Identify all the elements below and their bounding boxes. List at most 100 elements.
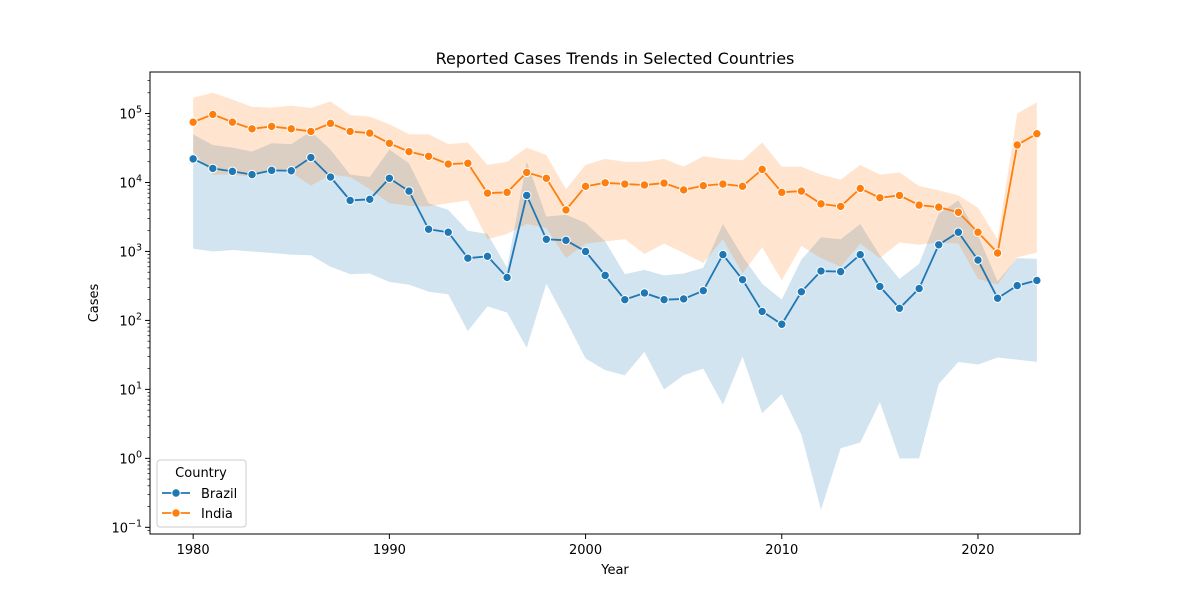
data-point-brazil	[1032, 275, 1042, 286]
data-point-india	[934, 202, 944, 212]
data-point-india	[718, 179, 728, 189]
series-line-brazil	[192, 156, 1038, 326]
data-point-brazil	[659, 294, 669, 305]
data-point-india	[698, 180, 708, 191]
data-point-brazil	[953, 227, 964, 237]
data-point-india	[914, 200, 924, 210]
data-point-india	[639, 180, 650, 190]
data-point-india	[365, 128, 375, 138]
y-axis-ticks: 10−1 100 101 102 103 104 105	[111, 80, 150, 536]
legend-marker-india	[171, 508, 181, 518]
data-point-india	[777, 187, 787, 198]
data-point-india	[659, 178, 669, 188]
data-point-india	[325, 118, 336, 129]
data-point-brazil	[404, 186, 414, 196]
data-point-india	[404, 146, 414, 157]
data-point-brazil	[973, 255, 983, 265]
data-point-brazil	[482, 251, 493, 262]
data-point-india	[835, 201, 846, 212]
data-point-india	[992, 248, 1003, 258]
legend-label-brazil: Brazil	[201, 487, 237, 502]
data-point-india	[188, 117, 198, 127]
data-point-india	[1032, 128, 1042, 139]
data-point-brazil	[914, 283, 924, 294]
data-point-brazil	[777, 319, 787, 329]
y-tick-label: 10−1	[111, 518, 142, 536]
data-point-brazil	[227, 166, 238, 177]
data-point-brazil	[757, 306, 767, 317]
data-point-india	[502, 187, 512, 198]
y-tick-label: 105	[119, 105, 142, 123]
series-markers	[188, 109, 1042, 329]
data-point-india	[384, 138, 395, 149]
data-point-india	[953, 207, 964, 217]
data-point-brazil	[325, 172, 336, 182]
data-point-india	[678, 185, 689, 195]
x-tick-label: 2020	[961, 543, 994, 558]
legend: Country Brazil India	[156, 459, 247, 528]
data-point-india	[737, 181, 748, 192]
y-axis-label: Cases	[87, 283, 102, 322]
legend-marker-brazil	[171, 488, 181, 498]
confidence-bands	[193, 92, 1037, 510]
x-axis-label: Year	[600, 563, 629, 578]
data-point-india	[875, 193, 885, 203]
data-point-india	[227, 117, 238, 127]
data-point-brazil	[286, 166, 296, 176]
data-point-brazil	[423, 224, 434, 234]
data-point-brazil	[600, 270, 610, 281]
data-point-brazil	[384, 173, 395, 184]
data-point-brazil	[345, 195, 355, 206]
data-point-india	[286, 124, 296, 134]
data-point-india	[522, 167, 532, 178]
data-point-brazil	[580, 246, 591, 257]
data-point-brazil	[639, 288, 650, 298]
data-point-brazil	[835, 266, 846, 277]
data-point-brazil	[796, 287, 807, 297]
y-tick-label: 102	[119, 311, 142, 329]
data-point-brazil	[541, 234, 552, 245]
data-point-india	[463, 158, 473, 168]
data-point-brazil	[1012, 280, 1022, 291]
data-point-brazil	[561, 235, 571, 246]
data-point-india	[894, 190, 905, 201]
data-point-india	[561, 205, 571, 215]
data-point-india	[816, 199, 826, 209]
y-tick-label: 104	[119, 173, 142, 191]
data-point-brazil	[188, 154, 198, 164]
legend-label-india: India	[201, 507, 233, 522]
data-point-brazil	[502, 272, 512, 283]
data-point-india	[855, 183, 865, 194]
data-point-india	[423, 151, 434, 161]
data-point-brazil	[365, 194, 375, 205]
data-point-brazil	[522, 190, 532, 201]
data-point-brazil	[247, 169, 257, 180]
plot-frame	[149, 71, 1081, 535]
data-point-india	[796, 186, 807, 196]
data-point-brazil	[737, 274, 748, 285]
data-point-brazil	[678, 294, 689, 304]
data-point-india	[208, 109, 218, 120]
data-point-india	[757, 164, 767, 175]
data-point-brazil	[894, 303, 905, 313]
data-point-india	[620, 179, 630, 189]
data-point-brazil	[266, 165, 277, 176]
ci-band-brazil	[193, 131, 1037, 510]
data-point-brazil	[816, 266, 826, 276]
y-tick-label: 103	[119, 242, 142, 260]
data-point-india	[482, 188, 493, 198]
data-point-brazil	[718, 249, 728, 260]
chart-title: Reported Cases Trends in Selected Countr…	[436, 49, 795, 68]
x-tick-label: 2000	[569, 543, 602, 558]
data-point-india	[345, 126, 355, 137]
data-point-brazil	[306, 152, 316, 163]
x-tick-label: 2010	[765, 543, 798, 558]
data-point-india	[266, 121, 277, 132]
data-point-india	[541, 173, 552, 184]
data-point-india	[247, 124, 257, 134]
data-point-india	[580, 181, 591, 192]
data-point-brazil	[620, 294, 630, 305]
y-tick-label: 101	[119, 380, 142, 398]
data-point-india	[1012, 140, 1022, 150]
